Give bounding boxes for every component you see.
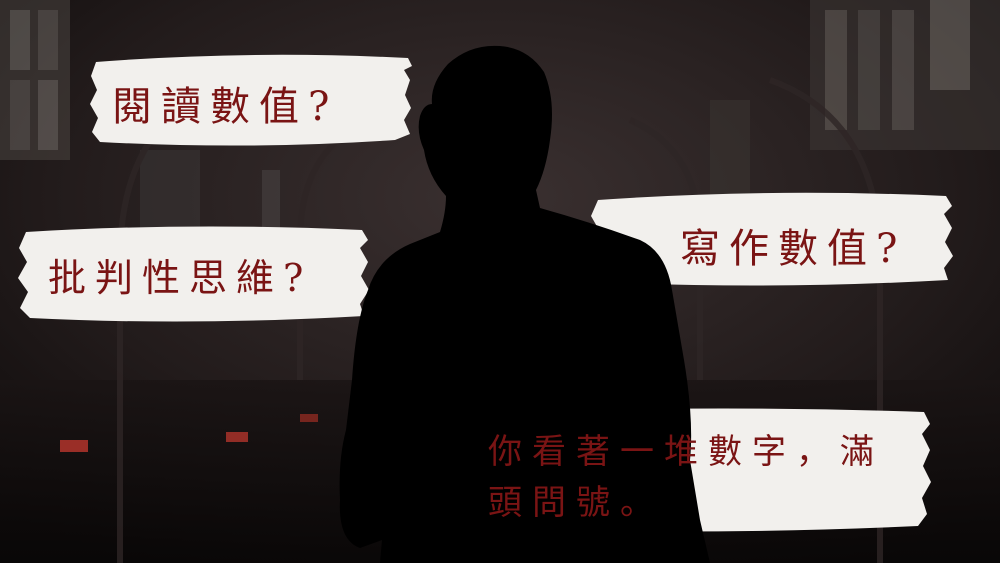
- caption-line-1: 你看著一堆數字，滿: [488, 432, 884, 472]
- reading-values-label: 閱讀數值?: [112, 84, 339, 130]
- brush-critical: [18, 226, 369, 322]
- brush-writing: [591, 192, 953, 286]
- left-windows: [0, 0, 280, 240]
- person-silhouette: [339, 45, 710, 563]
- writing-values-label: 寫作數值?: [680, 226, 907, 272]
- critical-thinking-label: 批判性思維?: [48, 256, 313, 300]
- brush-reading: [90, 54, 412, 146]
- caption-line-2: 頭問號。: [488, 483, 664, 523]
